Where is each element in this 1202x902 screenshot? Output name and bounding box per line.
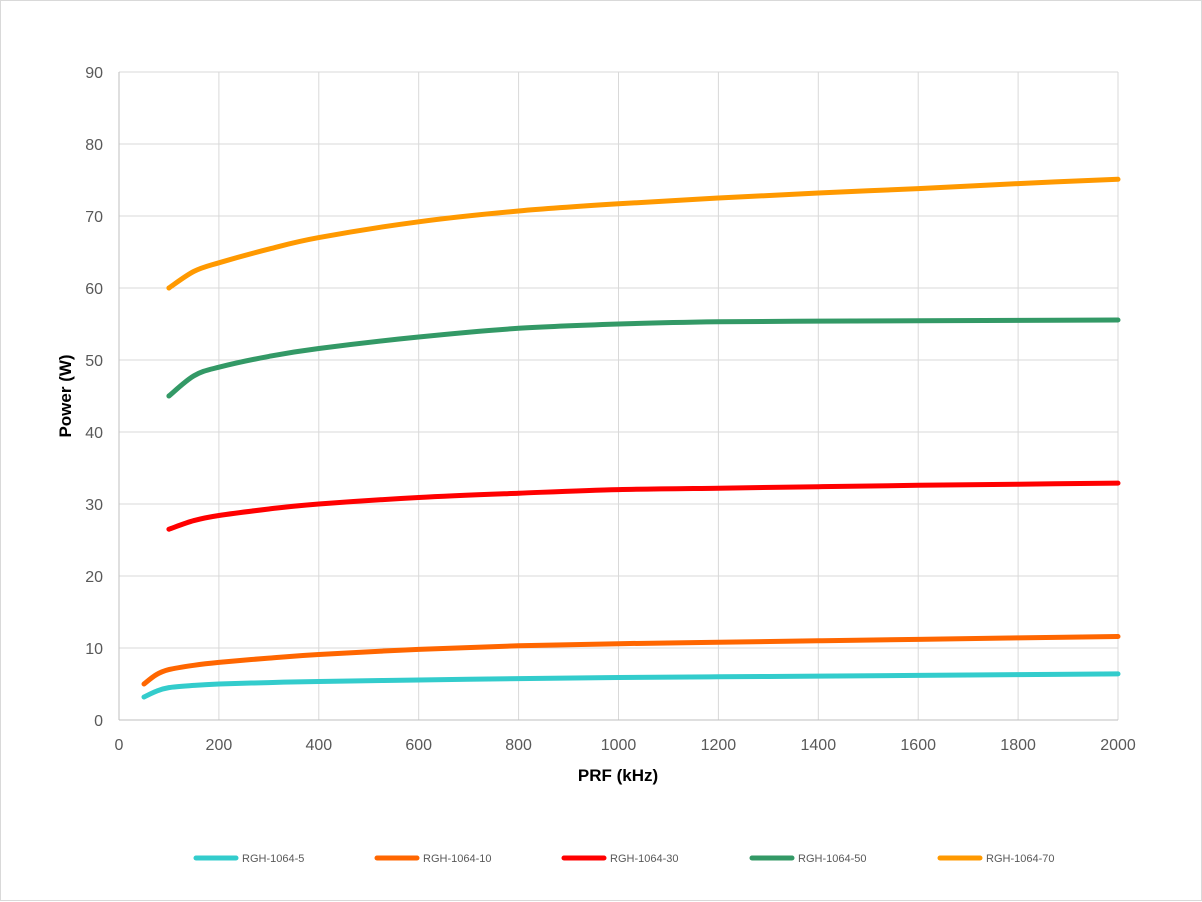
legend-label: RGH-1064-50 [798,853,866,865]
legend-label: RGH-1064-5 [242,853,304,865]
tick-labels: 0 10 20 30 40 50 60 70 80 90 0 200 400 600 800 1000 1200… [85,65,1136,754]
x-tick-label: 1400 [801,737,837,754]
legend: RGH-1064-5 RGH-1064-10 RGH-1064-30 RGH-1064… [193,853,1054,865]
grid-lines [119,71,1119,720]
series-lines [141,176,1121,700]
y-tick-label: 70 [85,209,103,226]
x-tick-label: 800 [505,737,532,754]
y-tick-label: 10 [85,641,103,658]
x-tick-label: 400 [305,737,332,754]
y-tick-label: 0 [94,713,103,730]
y-tick-label: 50 [85,353,103,370]
legend-label: RGH-1064-70 [986,853,1054,865]
legend-label: RGH-1064-30 [610,853,678,865]
y-tick-label: 40 [85,425,103,442]
x-tick-label: 1000 [601,737,637,754]
x-tick-label: 1800 [1000,737,1036,754]
series-line-rgh-1064-5 [141,671,1121,700]
x-tick-label: 2000 [1100,737,1136,754]
y-tick-label: 60 [85,281,103,298]
legend-label: RGH-1064-10 [423,853,491,865]
y-tick-label: 90 [85,65,103,82]
x-tick-label: 0 [115,737,124,754]
axes [118,72,1118,721]
series-line-rgh-1064-70 [166,176,1121,291]
series-line-rgh-1064-30 [166,480,1121,532]
series-line-rgh-1064-50 [166,317,1121,399]
x-tick-label: 200 [206,737,233,754]
y-tick-label: 20 [85,569,103,586]
y-axis-title: Power (W) [56,354,75,437]
y-tick-label: 30 [85,497,103,514]
y-tick-label: 80 [85,137,103,154]
x-axis-title: PRF (kHz) [578,766,658,785]
series-line-rgh-1064-10 [141,634,1121,687]
x-tick-label: 600 [405,737,432,754]
x-tick-label: 1200 [701,737,737,754]
x-tick-label: 1600 [900,737,936,754]
